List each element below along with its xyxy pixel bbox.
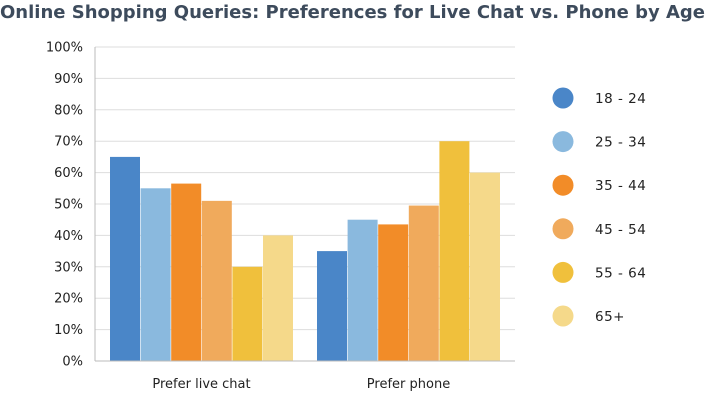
legend-label[interactable]: 45 - 54 [595,222,646,238]
y-tick-label: 50% [54,198,83,213]
legend-swatch [552,305,574,327]
x-category-label: Prefer phone [367,377,450,392]
y-tick-label: 100% [46,41,83,56]
legend-swatch [552,261,574,283]
legend-label[interactable]: 35 - 44 [595,178,646,194]
y-tick-label: 20% [54,292,83,307]
bar[interactable] [470,172,500,361]
bar[interactable] [201,200,232,361]
legend-label[interactable]: 18 - 24 [595,91,646,107]
y-tick-label: 60% [54,166,83,181]
y-tick-label: 0% [62,355,83,370]
x-category-label: Prefer live chat [152,377,250,392]
y-tick-label: 80% [54,103,83,118]
legend-swatch [552,218,574,240]
y-tick-label: 90% [54,72,83,87]
legend-swatch [552,87,574,109]
bar[interactable] [347,219,378,361]
bar[interactable] [110,156,140,361]
chart-title: Online Shopping Queries: Preferences for… [0,2,705,23]
bar[interactable] [263,235,293,361]
y-tick-label: 30% [54,260,83,275]
legend-label[interactable]: 25 - 34 [595,135,646,151]
bar[interactable] [232,266,263,361]
y-tick-label: 40% [54,229,83,244]
legend-label[interactable]: 55 - 64 [595,265,646,281]
bar[interactable] [439,141,470,361]
bar[interactable] [378,224,409,361]
bar[interactable] [140,188,171,361]
legend-swatch [552,174,574,196]
bar[interactable] [317,251,347,361]
y-tick-label: 10% [54,323,83,338]
legend-label[interactable]: 65+ [595,309,625,325]
y-tick-label: 70% [54,135,83,150]
legend-swatch [552,131,574,153]
bar[interactable] [408,205,439,361]
bar[interactable] [171,183,202,361]
